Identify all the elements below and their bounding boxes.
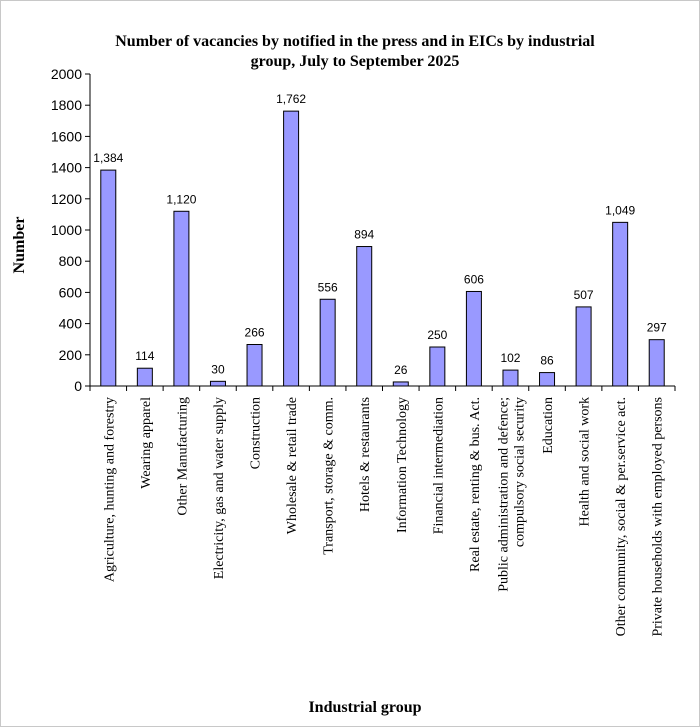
category-label: Hotels & restaurants: [358, 397, 373, 512]
bar: [612, 221, 629, 387]
bar: [648, 339, 665, 387]
y-tick-label: 1800: [51, 97, 82, 113]
category-label: Real estate, renting & bus. Act.: [468, 397, 483, 572]
data-label: 30: [211, 362, 225, 376]
category-label: Electricity, gas and water supply: [212, 397, 227, 579]
y-tick-label: 1200: [51, 191, 82, 207]
data-label: 114: [135, 349, 154, 363]
y-tick-label: 400: [59, 316, 83, 332]
bar: [319, 298, 336, 387]
y-tick-label: 600: [59, 284, 83, 300]
bar: [502, 369, 519, 387]
bar: [246, 344, 263, 387]
data-label: 86: [540, 354, 554, 368]
y-tick-label: 1600: [51, 128, 82, 144]
category-label: Information Technology: [395, 397, 410, 533]
bar: [465, 290, 482, 387]
data-label: 1,384: [93, 151, 123, 165]
bar: [283, 110, 300, 387]
y-tick-label: 0: [74, 378, 82, 394]
category-label: Construction: [249, 397, 264, 469]
category-label: Other community, social & per.service ac…: [614, 397, 629, 636]
bar: [356, 246, 373, 387]
category-label: Financial intermediation: [431, 397, 446, 534]
y-tick-label: 1400: [51, 160, 82, 176]
bar: [173, 210, 190, 387]
category-label: Private households with employed persons: [651, 397, 666, 637]
category-label: Health and social work: [578, 397, 593, 526]
data-label: 894: [354, 228, 374, 242]
y-tick-label: 1000: [51, 222, 82, 238]
bar: [575, 306, 592, 387]
y-tick-label: 200: [59, 347, 83, 363]
data-label: 1,120: [166, 192, 196, 206]
y-tick-label: 2000: [51, 66, 82, 82]
bar: [539, 372, 556, 387]
data-label: 266: [245, 326, 265, 340]
data-label: 507: [574, 288, 594, 302]
bar: [136, 367, 153, 387]
chart-title-line-2: group, July to September 2025: [251, 53, 460, 70]
data-label: 26: [394, 363, 408, 377]
y-tick-label: 800: [59, 253, 83, 269]
y-axis-label: Number: [11, 217, 28, 274]
bar: [209, 380, 226, 387]
chart-title-line-1: Number of vacancies by notified in the p…: [115, 33, 595, 50]
category-label: Public administration and defence;: [496, 397, 511, 592]
data-label: 606: [464, 272, 484, 286]
data-label: 1,762: [276, 92, 306, 106]
data-label: 250: [427, 328, 447, 342]
category-label: compulsory social security: [512, 397, 527, 547]
data-label: 102: [500, 351, 520, 365]
bar: [429, 346, 446, 387]
data-label: 297: [647, 321, 667, 335]
bar: [392, 381, 409, 387]
category-label: Other Manufacturing: [175, 397, 190, 516]
category-label: Wholesale & retail trade: [285, 397, 300, 534]
data-label: 556: [318, 280, 338, 294]
category-label: Transport, storage & comm.: [322, 397, 337, 555]
data-label: 1,049: [605, 203, 635, 217]
category-label: Agriculture, hunting and forestry: [102, 397, 117, 582]
category-label: Wearing apparel: [139, 397, 154, 489]
x-axis-label: Industrial group: [308, 699, 421, 716]
bar: [100, 169, 117, 387]
category-label: Education: [541, 397, 556, 454]
